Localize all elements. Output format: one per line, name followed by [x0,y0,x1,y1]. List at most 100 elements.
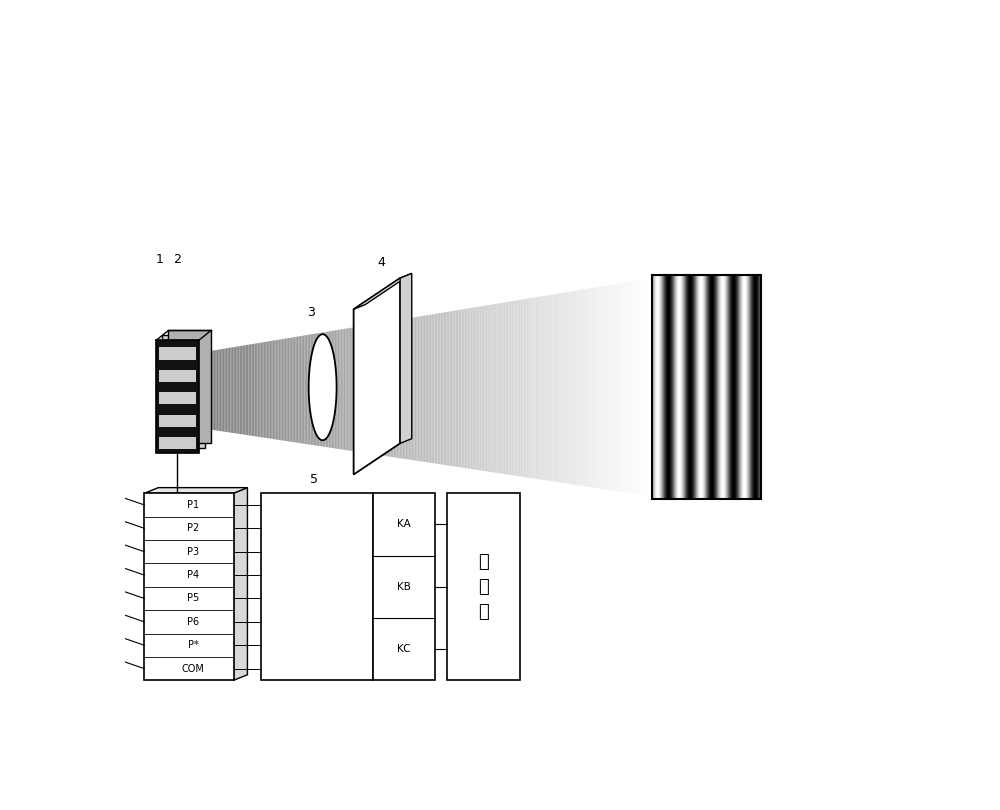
FancyBboxPatch shape [159,437,196,450]
Polygon shape [501,303,502,474]
Text: P1: P1 [187,500,199,510]
Polygon shape [522,299,524,477]
Polygon shape [218,349,220,431]
Polygon shape [492,305,493,472]
Polygon shape [383,322,385,456]
Polygon shape [330,331,332,448]
Polygon shape [388,322,389,457]
Text: KA: KA [397,519,411,530]
Polygon shape [365,326,366,453]
Polygon shape [229,347,230,433]
FancyBboxPatch shape [156,340,199,453]
Polygon shape [589,288,590,487]
Polygon shape [341,329,342,450]
Polygon shape [304,335,306,444]
Text: COM: COM [182,663,205,674]
Polygon shape [212,351,214,430]
Polygon shape [221,349,223,432]
Polygon shape [354,327,356,451]
Polygon shape [309,335,310,445]
Polygon shape [433,314,434,463]
Polygon shape [643,279,644,495]
Polygon shape [468,309,469,469]
Polygon shape [554,294,555,482]
Polygon shape [604,286,605,489]
FancyBboxPatch shape [162,335,205,448]
Polygon shape [496,304,498,473]
Polygon shape [631,281,632,493]
Polygon shape [634,281,635,494]
Polygon shape [200,352,202,428]
Text: P6: P6 [187,617,199,627]
Polygon shape [273,340,274,439]
Polygon shape [481,306,483,471]
Polygon shape [360,326,362,453]
FancyBboxPatch shape [447,493,520,680]
Polygon shape [593,288,595,488]
Polygon shape [338,330,339,449]
Polygon shape [415,317,416,461]
Polygon shape [300,336,301,443]
Polygon shape [276,340,277,440]
Polygon shape [398,320,400,458]
Polygon shape [453,311,454,467]
Polygon shape [357,326,359,452]
Polygon shape [224,348,226,432]
Polygon shape [456,310,457,467]
Polygon shape [637,280,638,494]
Polygon shape [223,348,224,432]
Polygon shape [418,317,419,461]
Polygon shape [443,312,445,465]
Polygon shape [239,346,241,434]
Polygon shape [445,312,446,465]
Polygon shape [353,327,354,451]
Polygon shape [413,318,415,460]
Polygon shape [525,299,527,477]
Polygon shape [527,299,528,478]
Polygon shape [400,319,401,458]
Polygon shape [564,292,566,484]
Polygon shape [519,300,521,476]
Polygon shape [335,330,336,449]
Polygon shape [297,336,298,443]
Polygon shape [586,289,587,487]
Polygon shape [502,302,504,474]
Polygon shape [253,343,255,437]
Polygon shape [226,348,227,432]
Polygon shape [395,320,397,458]
Polygon shape [203,352,205,428]
Polygon shape [306,335,307,444]
Polygon shape [475,307,477,470]
Polygon shape [570,292,572,484]
Polygon shape [614,284,616,491]
Polygon shape [375,323,377,454]
Polygon shape [524,299,525,477]
Polygon shape [270,341,271,439]
Polygon shape [371,324,372,454]
Text: 3: 3 [308,305,322,318]
Polygon shape [448,312,449,466]
Polygon shape [242,345,244,435]
Polygon shape [230,347,232,433]
Polygon shape [622,283,623,492]
Polygon shape [255,343,256,437]
Polygon shape [261,343,262,437]
Polygon shape [259,343,261,437]
FancyBboxPatch shape [373,493,435,680]
Polygon shape [232,347,233,433]
Polygon shape [347,328,348,450]
Polygon shape [327,331,329,447]
Polygon shape [471,308,472,469]
Polygon shape [551,295,552,481]
Polygon shape [563,292,564,483]
Text: 上
位
机: 上 位 机 [478,552,489,620]
Polygon shape [309,335,337,441]
Polygon shape [374,324,375,454]
Polygon shape [505,302,507,475]
Polygon shape [477,307,478,470]
Polygon shape [217,350,218,431]
Polygon shape [359,326,360,452]
Polygon shape [258,343,259,437]
Polygon shape [542,296,543,480]
Polygon shape [265,342,267,438]
